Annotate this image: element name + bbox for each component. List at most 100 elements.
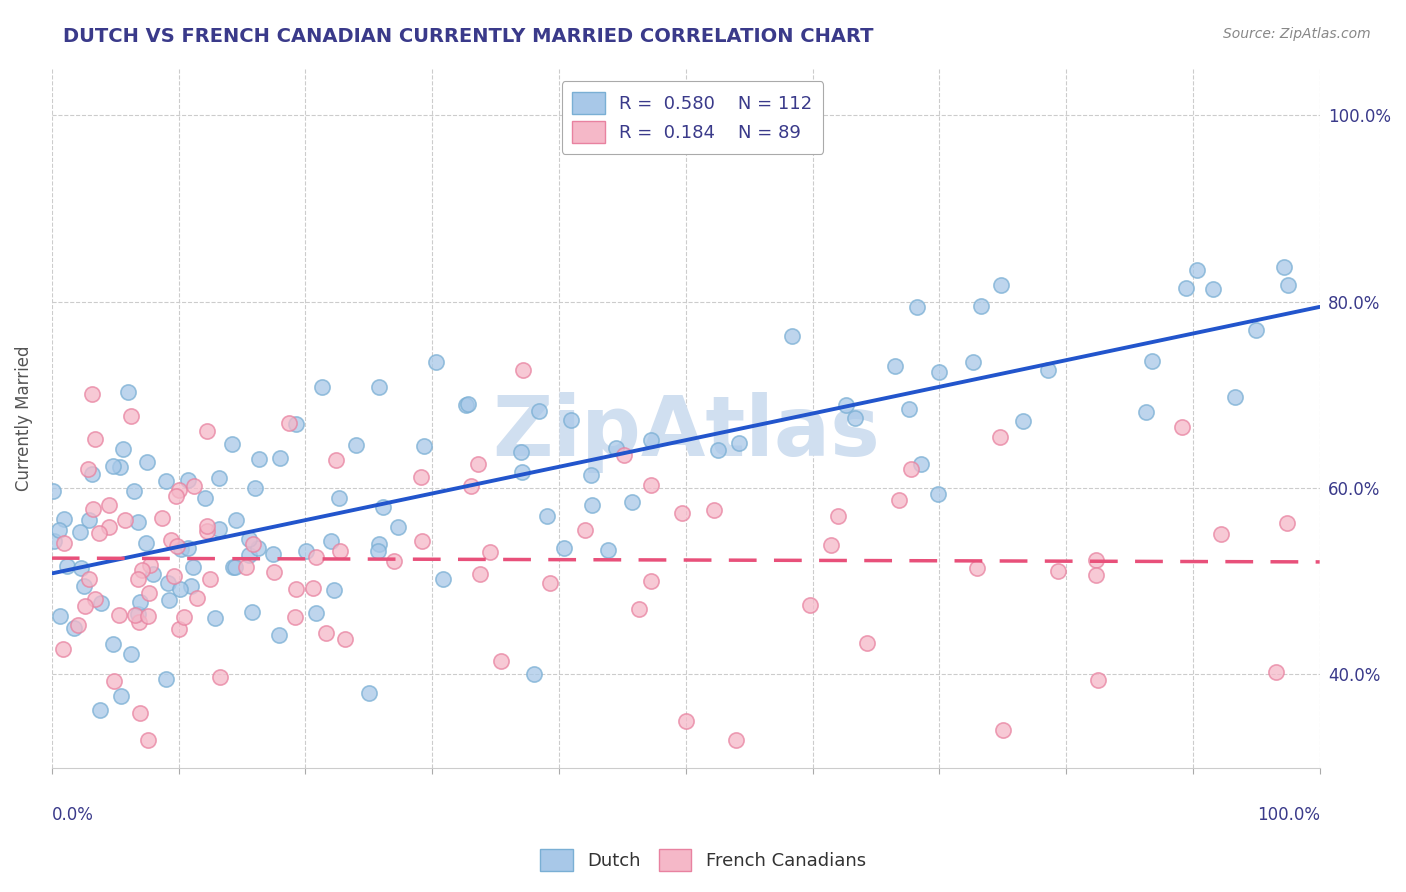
Point <box>82 467 104 481</box>
Point <box>262 547 284 561</box>
Point <box>302 581 325 595</box>
Point <box>183 478 205 492</box>
Point <box>195 524 218 538</box>
Point <box>165 490 187 504</box>
Text: ZipAtlas: ZipAtlas <box>492 392 880 473</box>
Point <box>90 596 112 610</box>
Point <box>707 442 730 457</box>
Point <box>1135 405 1157 419</box>
Point <box>269 451 291 466</box>
Point <box>67 618 90 632</box>
Point <box>235 560 257 574</box>
Point <box>177 541 200 555</box>
Point <box>101 637 124 651</box>
Point <box>221 437 243 451</box>
Point <box>962 355 984 369</box>
Point <box>238 533 260 547</box>
Point <box>574 523 596 537</box>
Point <box>155 672 177 686</box>
Point <box>69 561 91 575</box>
Point <box>409 470 432 484</box>
Point <box>177 473 200 487</box>
Point <box>69 524 91 539</box>
Point <box>131 563 153 577</box>
Point <box>333 632 356 646</box>
Point <box>898 401 921 416</box>
Point <box>284 610 307 624</box>
Text: DUTCH VS FRENCH CANADIAN CURRENTLY MARRIED CORRELATION CHART: DUTCH VS FRENCH CANADIAN CURRENTLY MARRI… <box>63 27 873 45</box>
Point <box>512 362 534 376</box>
Point <box>1170 420 1192 434</box>
Point <box>510 465 533 479</box>
Point <box>621 495 644 509</box>
Point <box>598 542 620 557</box>
Point <box>150 510 173 524</box>
Point <box>117 385 139 400</box>
Point <box>675 714 697 728</box>
Point <box>1085 552 1108 566</box>
Point <box>820 538 842 552</box>
Point <box>527 404 550 418</box>
Point <box>605 441 627 455</box>
Point <box>329 543 352 558</box>
Point <box>157 576 180 591</box>
Point <box>180 579 202 593</box>
Point <box>928 364 950 378</box>
Point <box>246 541 269 555</box>
Point <box>166 539 188 553</box>
Point <box>167 483 190 497</box>
Point <box>224 560 246 574</box>
Point <box>883 359 905 373</box>
Point <box>1246 322 1268 336</box>
Point <box>966 560 988 574</box>
Point <box>77 513 100 527</box>
Point <box>240 605 263 619</box>
Point <box>242 537 264 551</box>
Point <box>1142 354 1164 368</box>
Point <box>194 491 217 505</box>
Text: 0.0%: 0.0% <box>52 806 94 824</box>
Point <box>671 506 693 520</box>
Point <box>103 674 125 689</box>
Point <box>138 586 160 600</box>
Point <box>82 502 104 516</box>
Point <box>640 477 662 491</box>
Point <box>170 541 193 556</box>
Point <box>173 610 195 624</box>
Point <box>204 611 226 625</box>
Point <box>83 432 105 446</box>
Point <box>322 582 344 597</box>
Point <box>124 607 146 622</box>
Point <box>581 498 603 512</box>
Point <box>127 607 149 621</box>
Point <box>640 574 662 589</box>
Text: 100.0%: 100.0% <box>1257 806 1320 824</box>
Point <box>42 483 65 498</box>
Point <box>129 706 152 721</box>
Point <box>970 299 993 313</box>
Point <box>373 500 395 514</box>
Point <box>1047 565 1070 579</box>
Point <box>278 416 301 430</box>
Point <box>1275 516 1298 531</box>
Point <box>108 607 131 622</box>
Legend: Dutch, French Canadians: Dutch, French Canadians <box>533 842 873 879</box>
Point <box>134 535 156 549</box>
Point <box>560 413 582 427</box>
Point <box>284 582 307 597</box>
Point <box>160 533 183 548</box>
Point <box>127 572 149 586</box>
Point <box>52 642 75 657</box>
Point <box>1277 278 1299 293</box>
Point <box>1223 391 1246 405</box>
Point <box>186 591 208 606</box>
Point <box>111 442 134 456</box>
Point <box>77 573 100 587</box>
Point <box>169 582 191 596</box>
Point <box>315 625 337 640</box>
Point <box>1201 281 1223 295</box>
Point <box>889 493 911 508</box>
Point <box>263 565 285 579</box>
Point <box>319 533 342 548</box>
Point <box>553 541 575 556</box>
